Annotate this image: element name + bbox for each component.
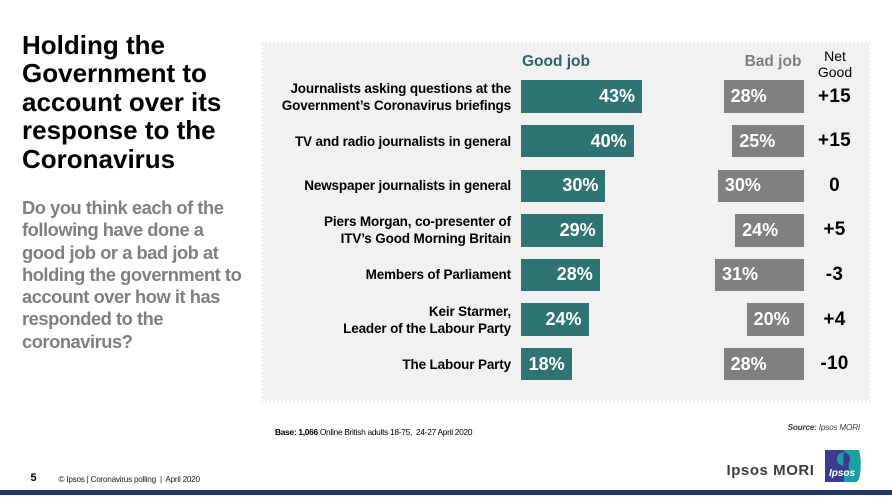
svg-text:Ipsos: Ipsos — [829, 468, 856, 479]
